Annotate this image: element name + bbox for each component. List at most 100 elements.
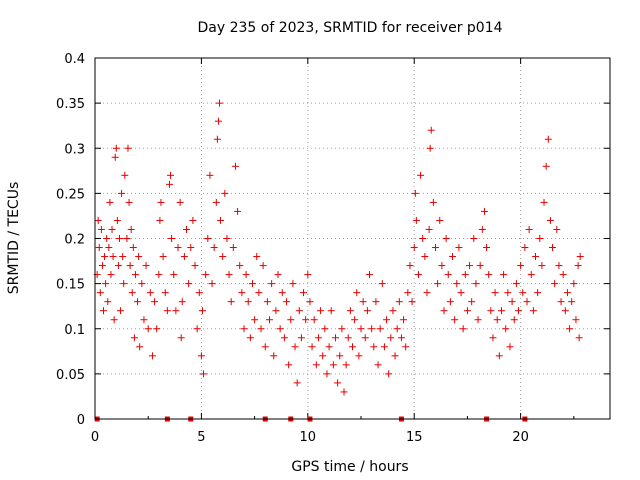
data-point (129, 244, 137, 252)
data-point (438, 262, 446, 270)
data-point (287, 316, 295, 324)
data-point (123, 235, 131, 242)
data-point (355, 352, 363, 360)
data-point (411, 189, 419, 197)
axis-ticks: 0 0.05 0.1 0.15 0.2 0.25 0.3 0.35 0.4 0 5 10 15 20 (56, 52, 610, 445)
data-point (385, 370, 393, 378)
data-point (525, 225, 533, 233)
data-point (113, 216, 121, 224)
data-point (117, 307, 125, 315)
data-point (521, 244, 529, 252)
data-point (512, 280, 520, 288)
data-point (372, 298, 380, 306)
data-point (425, 225, 433, 233)
data-point (321, 325, 329, 333)
data-point (553, 225, 561, 233)
data-point (419, 235, 427, 242)
data-point (155, 271, 163, 279)
data-point (529, 307, 537, 315)
data-point (514, 307, 522, 315)
data-point (170, 271, 178, 279)
y-tick-label: 0.35 (56, 97, 85, 112)
data-point (242, 271, 250, 279)
data-point (327, 307, 335, 315)
data-point (231, 162, 239, 170)
data-point (185, 280, 193, 288)
data-point (334, 379, 342, 387)
data-point (126, 262, 134, 270)
data-point (135, 253, 143, 261)
data-point (110, 316, 118, 324)
data-point (134, 298, 142, 306)
data-point (206, 171, 214, 179)
x-tick-label: 0 (91, 430, 99, 445)
data-point (561, 307, 569, 315)
data-points (93, 99, 584, 422)
data-point (361, 334, 369, 342)
data-point (457, 289, 465, 297)
data-point (389, 307, 397, 315)
y-tick-label: 0.1 (64, 323, 85, 338)
data-point (189, 216, 197, 224)
data-point (306, 298, 314, 306)
data-point (176, 198, 184, 206)
data-point (172, 307, 180, 315)
data-point (476, 262, 484, 270)
x-tick-label: 15 (406, 430, 423, 445)
data-point (274, 271, 282, 279)
data-point (368, 325, 376, 333)
data-point (213, 135, 221, 143)
data-point (217, 216, 225, 224)
data-point (257, 325, 265, 333)
data-point (538, 262, 546, 270)
data-point (449, 253, 457, 261)
data-point (508, 298, 516, 306)
data-point (208, 280, 216, 288)
data-point (165, 180, 173, 188)
data-point (178, 298, 186, 306)
data-point (212, 198, 220, 206)
data-point (455, 244, 463, 252)
data-point (293, 379, 301, 387)
data-point (446, 298, 454, 306)
data-point (238, 289, 246, 297)
data-point (163, 307, 171, 315)
data-point (283, 298, 291, 306)
data-point (378, 280, 386, 288)
data-point (551, 280, 559, 288)
data-point (297, 334, 305, 342)
data-point (261, 343, 269, 351)
data-point (555, 262, 563, 270)
data-point (359, 298, 367, 306)
data-point (253, 253, 261, 261)
data-point (395, 298, 403, 306)
data-point (421, 253, 429, 261)
data-point (259, 262, 267, 270)
data-point (308, 343, 316, 351)
data-point (559, 271, 567, 279)
data-point (105, 244, 113, 252)
data-point (400, 316, 408, 324)
chart-title: Day 235 of 2023, SRMTID for receiver p01… (197, 20, 502, 36)
data-point (325, 343, 333, 351)
data-point (453, 280, 461, 288)
data-point (568, 298, 576, 306)
data-point (193, 325, 201, 333)
data-point (440, 307, 448, 315)
data-point (402, 343, 410, 351)
data-point (351, 316, 359, 324)
data-point (519, 289, 527, 297)
data-point (480, 207, 488, 215)
data-point (197, 352, 205, 360)
data-point (502, 325, 510, 333)
data-point (346, 307, 354, 315)
data-point (546, 216, 554, 224)
data-point (167, 171, 175, 179)
data-point (180, 253, 188, 261)
y-axis-label: SRMTID / TECUs (6, 182, 22, 295)
data-point (426, 144, 434, 152)
data-point (483, 244, 491, 252)
data-point (304, 271, 312, 279)
data-point (510, 316, 518, 324)
data-point (404, 289, 412, 297)
